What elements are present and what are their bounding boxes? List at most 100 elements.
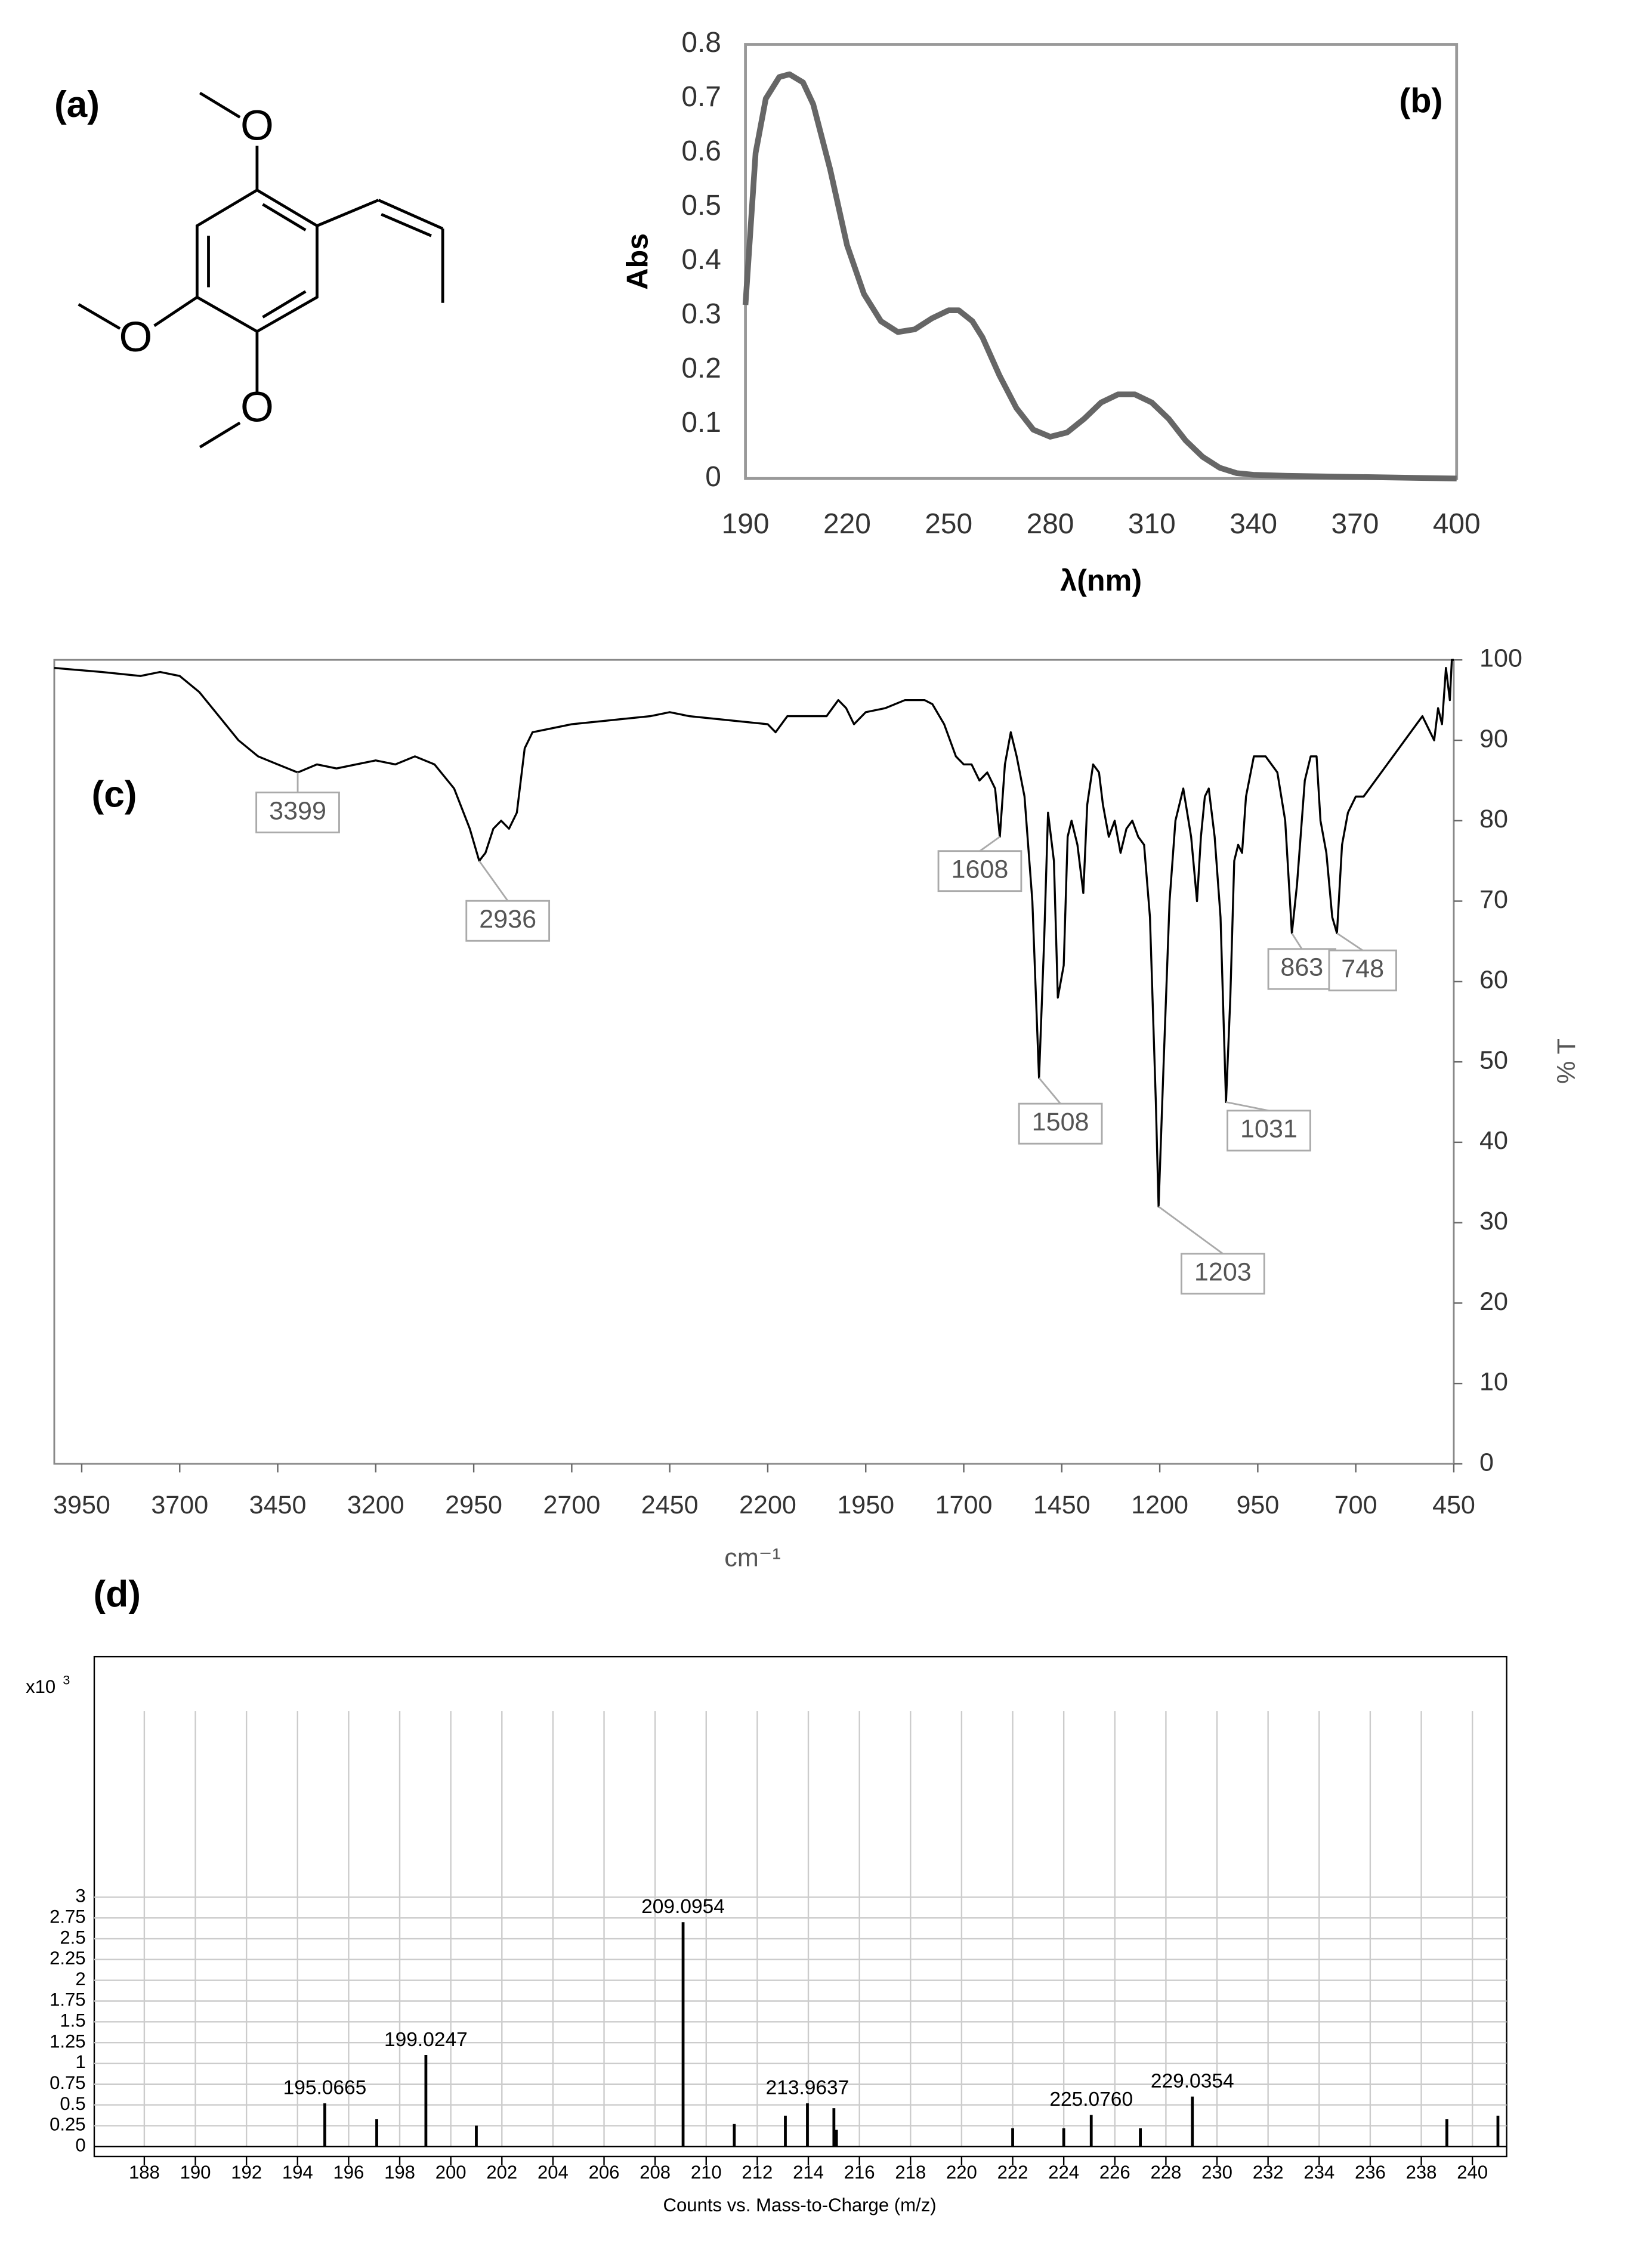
- y-axis-label: % T: [1552, 1039, 1581, 1084]
- plot-frame: [93, 1655, 1507, 2158]
- y-tick-label: 40: [1479, 1126, 1508, 1155]
- y-axis-label: Abs: [620, 233, 654, 290]
- x-tick-label: 230: [1201, 2162, 1232, 2183]
- callout-box: [465, 900, 551, 942]
- peak-label: 225.0760: [1049, 2088, 1133, 2111]
- y-tick-label: 70: [1479, 885, 1508, 914]
- y-tick-label: 100: [1479, 644, 1522, 673]
- x-tick-label: 192: [231, 2162, 262, 2183]
- double-bond: [381, 213, 432, 237]
- spectrum-line: [54, 659, 1454, 1208]
- peak-label: 199.0247: [384, 2029, 468, 2051]
- y-tick-label: 20: [1479, 1287, 1508, 1316]
- panel-label: (d): [94, 1574, 141, 1615]
- x-tick-label: 214: [793, 2162, 824, 2183]
- y-tick-label: 0.25: [50, 2114, 86, 2135]
- y-tick-label: 1.25: [50, 2031, 86, 2051]
- x-tick-label: 212: [742, 2162, 773, 2183]
- callout-box: [1267, 948, 1337, 990]
- x-tick-label: 222: [997, 2162, 1028, 2183]
- benzene-ring: [195, 188, 319, 333]
- x-tick-label: 2950: [445, 1491, 502, 1519]
- x-tick-label: 950: [1236, 1491, 1279, 1519]
- y-tick-label: 0.5: [681, 190, 721, 221]
- peak-label: 213.9637: [766, 2077, 849, 2099]
- bond: [316, 199, 379, 227]
- x-tick-label: 190: [722, 508, 770, 540]
- x-tick-label: 310: [1128, 508, 1176, 540]
- panel-label: (c): [91, 774, 137, 815]
- y-tick-label: 0.4: [681, 244, 721, 276]
- callout-leader: [979, 836, 1000, 852]
- x-tick-label: 194: [282, 2162, 313, 2183]
- bond: [199, 421, 241, 449]
- y-tick-label: 1.5: [60, 2010, 85, 2031]
- atom-label: O: [240, 383, 274, 431]
- x-tick-label: 238: [1406, 2162, 1437, 2183]
- y-tick-label: 80: [1479, 805, 1508, 833]
- y-tick-label: 0.75: [50, 2072, 86, 2093]
- ring-double-bond: [262, 203, 307, 231]
- y-tick-label: 30: [1479, 1207, 1508, 1235]
- x-tick-label: 188: [129, 2162, 160, 2183]
- callout-box: [1328, 949, 1397, 991]
- y-tick-label: 50: [1479, 1046, 1508, 1074]
- callout-leader: [478, 860, 509, 902]
- x-tick-label: 206: [589, 2162, 620, 2183]
- x-tick-label: 1450: [1033, 1491, 1091, 1519]
- x-tick-label: 1700: [935, 1491, 993, 1519]
- x-tick-label: 198: [384, 2162, 415, 2183]
- callout-label: 1031: [1240, 1115, 1298, 1144]
- x-tick-label: 234: [1303, 2162, 1334, 2183]
- bond: [78, 303, 121, 330]
- callout-label: 1203: [1194, 1258, 1252, 1287]
- y-tick-label: 90: [1479, 724, 1508, 753]
- callout-leader: [1038, 1077, 1061, 1105]
- y-tick-label: 10: [1479, 1368, 1508, 1396]
- x-tick-label: 3700: [151, 1491, 208, 1519]
- peak-label: 209.0954: [641, 1896, 725, 1918]
- x-tick-label: 250: [925, 508, 972, 540]
- x-tick-label: 216: [844, 2162, 875, 2183]
- y-axis-label: x10: [26, 1676, 55, 1697]
- callout-box: [1227, 1110, 1311, 1152]
- y-axis-exponent: 3: [63, 1673, 70, 1688]
- x-tick-label: 2200: [739, 1491, 796, 1519]
- y-tick-label: 0.7: [681, 81, 721, 113]
- x-tick-label: 2700: [543, 1491, 600, 1519]
- plot-frame: [53, 659, 1455, 1465]
- callout-box: [1180, 1253, 1265, 1295]
- callout-leader: [1225, 1101, 1269, 1112]
- callout-leader: [1291, 932, 1303, 950]
- y-tick-label: 0.5: [60, 2093, 85, 2114]
- x-tick-label: 370: [1332, 508, 1379, 540]
- x-tick-label: 190: [180, 2162, 211, 2183]
- x-tick-label: 232: [1253, 2162, 1284, 2183]
- y-tick-label: 2.75: [50, 1906, 86, 1927]
- x-axis-label: cm⁻¹: [724, 1544, 781, 1572]
- y-tick-label: 0.2: [681, 353, 721, 384]
- x-tick-label: 204: [537, 2162, 569, 2183]
- x-tick-label: 240: [1457, 2162, 1488, 2183]
- y-tick-label: 1: [75, 2051, 85, 2072]
- y-tick-label: 0.1: [681, 407, 721, 438]
- x-tick-label: 196: [333, 2162, 364, 2183]
- y-tick-label: 0: [75, 2134, 85, 2155]
- callout-leader: [1158, 1206, 1224, 1254]
- y-tick-label: 2.5: [60, 1927, 85, 1948]
- x-tick-label: 3200: [347, 1491, 404, 1519]
- y-tick-label: 60: [1479, 966, 1508, 994]
- y-tick-label: 2.25: [50, 1948, 86, 1969]
- x-tick-label: 3450: [249, 1491, 307, 1519]
- callout-label: 3399: [269, 796, 326, 825]
- x-tick-label: 400: [1433, 508, 1481, 540]
- peak-label: 229.0354: [1151, 2071, 1234, 2093]
- callout-box: [255, 792, 340, 833]
- x-tick-label: 202: [486, 2162, 517, 2183]
- callout-leader: [1336, 932, 1364, 951]
- callout-label: 863: [1280, 953, 1323, 982]
- callout-label: 1508: [1032, 1108, 1089, 1136]
- structure: [78, 91, 444, 449]
- x-tick-label: 218: [895, 2162, 926, 2183]
